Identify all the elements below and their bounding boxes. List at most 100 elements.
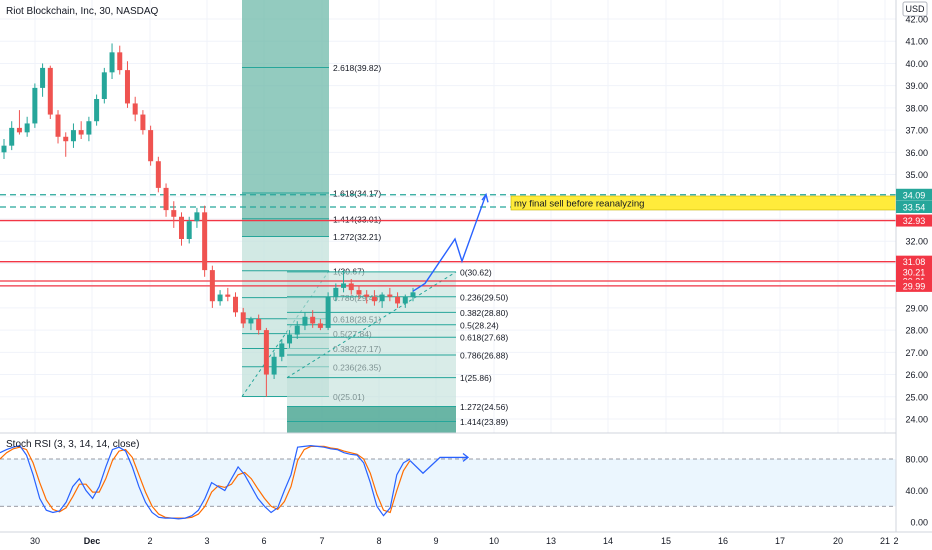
fib-level-label: 0.382(28.80) [460,308,508,318]
candle [233,292,239,317]
time-tick-label: 8 [376,536,381,546]
time-tick-label: 15 [661,536,671,546]
fib-level-label: 0.786(26.88) [460,351,508,361]
candle [371,290,377,306]
candle [94,94,100,126]
symbol-title: Riot Blockchain, Inc, 30, NASDAQ [6,6,159,17]
candle [271,352,277,379]
price-tick-label: 26.00 [905,370,928,380]
candle [348,279,354,295]
rsi-k-line [0,444,411,520]
currency-badge[interactable] [902,1,928,17]
candle [117,45,123,75]
price-tag-label: 32.93 [903,216,926,226]
candle [217,290,223,306]
time-tick-label: 6 [261,536,266,546]
time-tick-label: 13 [546,536,556,546]
candle [24,116,30,137]
price-tag [896,255,932,268]
price-tag [896,214,932,227]
candle [55,110,61,144]
price-axis[interactable]: USD 42.00 41.00 40.00 39.00 38.00 37.00 36.00 3… [895,0,932,550]
fib-level-label: 0.236(29.50) [460,292,508,302]
candle [9,121,15,151]
price-tag [896,279,932,292]
projection-line[interactable] [412,194,487,292]
candle [109,43,115,79]
price-tick-label: 29.00 [905,303,928,313]
projection-arrowhead [481,192,489,203]
rsi-d-line [0,445,411,519]
candlesticks [1,43,416,397]
price-tick-label: 39.00 [905,81,928,91]
fib-level-label: 1.618(34.17) [333,189,381,199]
price-tick-label: 28.00 [905,326,928,336]
price-pane: 2.618(39.82) 1.618(34.17) 1.414(33.01) 1.27… [0,0,897,433]
candle [78,121,84,139]
candle [402,294,408,308]
time-tick-label: 10 [489,536,499,546]
price-tag-label: 29.99 [903,281,926,291]
fib-level-label: 1.414(23.89) [460,417,508,427]
candle [148,125,154,166]
time-tick-label: 17 [775,536,785,546]
fib-level-label: 1(30.67) [333,266,365,276]
current-price-label: 30.21 [903,268,926,278]
fib-extension-lower[interactable]: 0(30.62) 0.236(29.50) 0.382(28.80) 0.5(28.2… [286,267,508,433]
fib-zone-top [242,0,329,237]
candle [333,283,339,302]
fib-level-label: 1(25.86) [460,373,492,383]
candle [194,207,200,228]
rsi-projection-line[interactable] [409,456,468,475]
candle [63,132,69,157]
candle [70,123,76,148]
fib-extension-upper[interactable]: 2.618(39.82) 1.618(34.17) 1.414(33.01) 1.27… [241,0,381,402]
stoch-rsi-pane: Stoch RSI (3, 3, 14, 14, close) [0,439,896,520]
current-price-tag [896,266,932,278]
time-tick-label: 21 [880,536,890,546]
price-tick-label: 36.00 [905,148,928,158]
time-axis[interactable]: 30 Dec 2 3 6 7 8 9 10 13 14 15 16 17 20 21 2 [0,531,932,546]
time-tick-label: 16 [718,536,728,546]
candle [325,292,331,331]
candle [178,212,184,246]
price-tick-label: 42.00 [905,15,928,25]
candle [248,316,254,331]
fib-level-label: 0.5(28.24) [460,320,499,330]
fib-level-label: 0(30.62) [460,267,492,277]
time-tick-label: 20 [833,536,843,546]
candle [395,292,401,308]
candle [124,61,130,108]
candle [40,63,46,97]
time-tick-label: 14 [603,536,613,546]
fib-lower-zone [287,271,456,407]
candle [294,321,300,339]
rsi-tick-label: 0.00 [910,518,928,528]
price-tag-label: 34.09 [903,190,926,200]
candle [263,327,269,397]
candle [86,116,92,142]
candle [387,287,393,302]
price-tick-label: 40.00 [905,59,928,69]
annotation-text: my final sell before reanalyzing [514,199,644,210]
candle [186,216,192,244]
price-tick-label: 35.00 [905,170,928,180]
annotation[interactable]: my final sell before reanalyzing [510,195,897,211]
fib-level-label: 1.414(33.01) [333,214,381,224]
candle [132,96,138,122]
projection-path[interactable] [412,192,489,292]
fib-lower-zone-bottom [287,406,456,433]
candle [16,110,22,135]
price-tick-label: 24.00 [905,415,928,425]
candle [140,110,146,135]
price-tag [896,188,932,201]
time-tick-label: 7 [319,536,324,546]
candle [163,183,169,217]
candle [287,330,293,348]
rsi-tick-label: 40.00 [905,486,928,496]
horizontal-lines[interactable] [0,194,896,287]
candle [379,292,385,308]
currency-label: USD [905,4,925,14]
candle [202,205,208,277]
